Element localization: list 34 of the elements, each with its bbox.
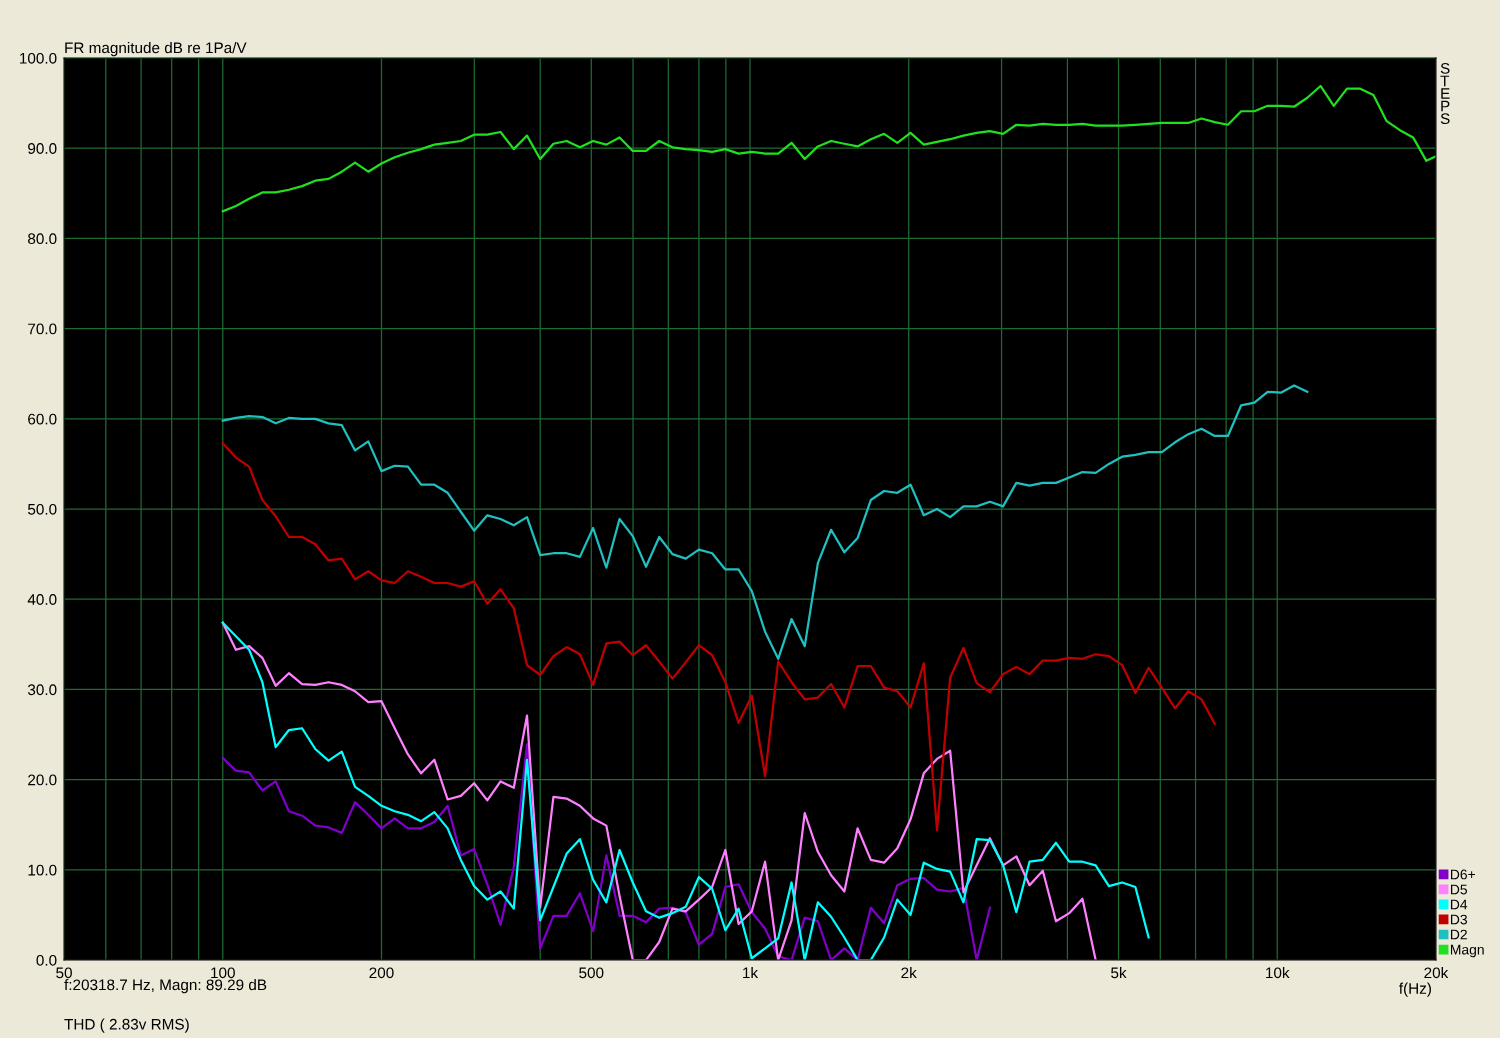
x-tick-label: 100 [211,967,235,979]
y-tick-label: 70.0 [28,323,57,335]
x-tick-label: 5k [1111,966,1127,979]
y-tick-label: 100.0 [20,52,57,64]
x-tick-label: 200 [369,967,394,979]
x-tick-label: 20k [1424,966,1449,979]
y-tick-label: 40.0 [27,594,57,605]
y-tick-label: 0.0 [36,954,57,966]
x-tick-label: 500 [579,967,604,979]
y-tick-label: 50.0 [27,503,57,515]
y-tick-label: 60.0 [28,413,57,425]
legend-label: D3 [1450,914,1467,925]
y-tick-label: 20.0 [28,774,57,786]
legend-label: D6+ [1450,869,1476,880]
text: STEPS [1440,62,1450,125]
y-tick-label: 10.0 [28,864,57,876]
legend-label: D4 [1450,899,1468,910]
legend-label: D5 [1450,884,1468,895]
x-tick-label: 10k [1266,966,1290,979]
x-tick-label: 1k [743,966,759,979]
y-tick-label: 30.0 [27,684,57,696]
line-series [221,743,991,961]
legend-label: Magn [1450,944,1484,958]
y-tick-label: 80.0 [28,233,57,245]
text: THD ( 2.83v RMS) [64,1018,189,1033]
legend-label: D2 [1450,929,1467,940]
x-tick-label: 2k [901,966,917,979]
y-axis-title: FR magnitude dB re 1Pa/V [65,41,247,57]
line-series [221,442,1216,832]
x-axis-title: f(Hz) [1399,982,1431,997]
text: f:20318.7 Hz, Magn: 89.29 dB [64,978,267,994]
y-tick-label: 90.0 [28,143,57,154]
x-tick-label: 50 [56,967,72,979]
line-series [221,384,1309,660]
